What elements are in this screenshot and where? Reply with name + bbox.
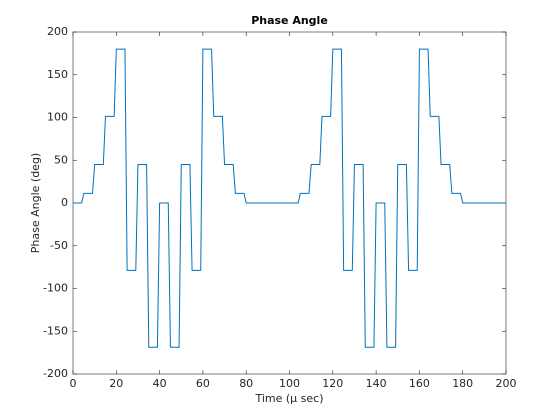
x-tick-label: 40 xyxy=(153,377,167,390)
y-tick-label: -150 xyxy=(43,324,68,337)
data-line xyxy=(73,48,506,348)
x-tick-label: 20 xyxy=(109,377,123,390)
y-axis-label: Phase Angle (deg) xyxy=(29,153,42,253)
x-tick-label: 200 xyxy=(496,377,517,390)
x-tick-label: 180 xyxy=(452,377,473,390)
x-tick-label: 160 xyxy=(409,377,430,390)
y-tick-label: 150 xyxy=(47,68,68,81)
y-tick-label: 200 xyxy=(47,25,68,38)
x-tick-label: 0 xyxy=(70,377,77,390)
y-tick-label: 0 xyxy=(61,196,68,209)
y-tick-label: -200 xyxy=(43,367,68,380)
y-tick-label: 50 xyxy=(54,153,68,166)
chart-title: Phase Angle xyxy=(251,14,328,27)
y-tick-label: -50 xyxy=(50,239,68,252)
y-tick-label: -100 xyxy=(43,282,68,295)
x-tick-label: 80 xyxy=(239,377,253,390)
x-tick-label: 60 xyxy=(196,377,210,390)
x-axis-label: Time (μ sec) xyxy=(254,392,323,405)
x-tick-label: 100 xyxy=(279,377,300,390)
y-tick-label: 100 xyxy=(47,111,68,124)
x-tick-label: 140 xyxy=(366,377,387,390)
x-tick-label: 120 xyxy=(322,377,343,390)
